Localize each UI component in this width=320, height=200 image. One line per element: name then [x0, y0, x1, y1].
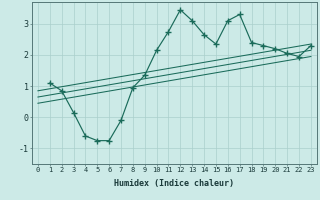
X-axis label: Humidex (Indice chaleur): Humidex (Indice chaleur) — [115, 179, 234, 188]
